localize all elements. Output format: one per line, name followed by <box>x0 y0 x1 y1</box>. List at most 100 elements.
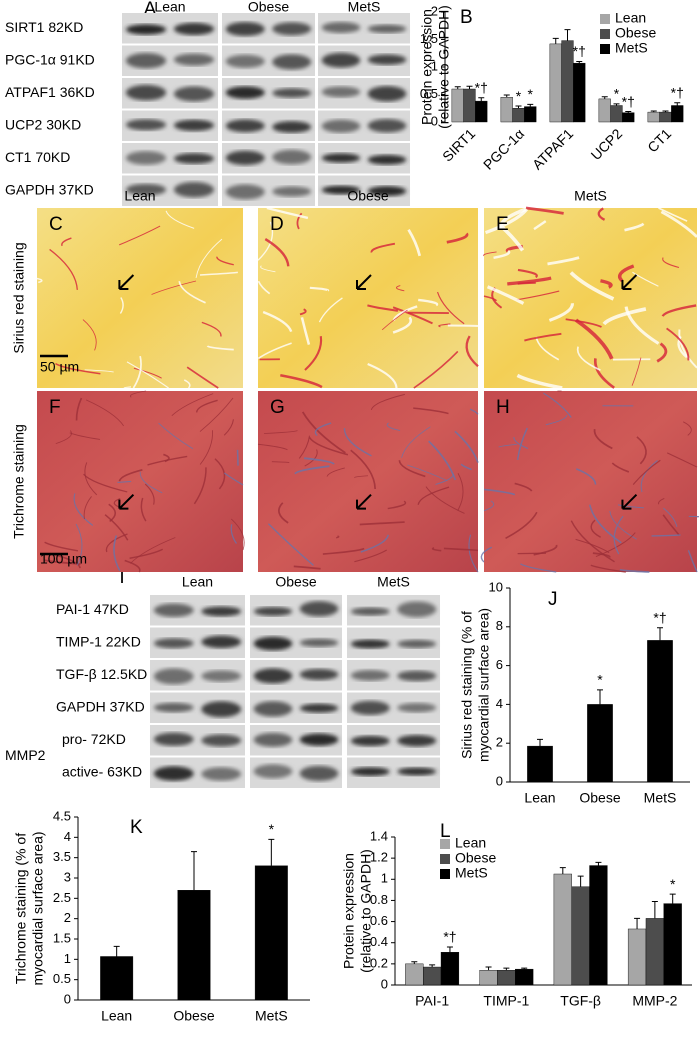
blot-row-label: CT1 70KD <box>5 149 70 165</box>
tissue-fiber <box>304 449 318 467</box>
error-bar <box>650 110 657 113</box>
tissue-fiber <box>267 523 314 566</box>
tissue-fiber <box>658 207 688 222</box>
tissue-fiber <box>299 308 307 316</box>
blot-band <box>225 150 265 166</box>
tissue-fiber <box>570 520 615 563</box>
blot-band <box>225 184 265 200</box>
blot-band <box>153 668 194 685</box>
tissue-fiber <box>278 502 289 524</box>
tissue-fiber <box>517 281 536 285</box>
blot-row-label: TGF-β 12.5KD <box>56 666 147 682</box>
tissue-fiber <box>55 430 72 445</box>
tissue-fiber <box>516 290 560 301</box>
error-bar <box>576 61 583 64</box>
bar <box>500 97 513 123</box>
blot-band <box>321 119 361 133</box>
tissue-fiber <box>260 265 276 273</box>
bar <box>553 873 572 986</box>
tissue-fiber <box>547 256 580 266</box>
blot-band <box>397 735 437 747</box>
error-bar <box>429 964 436 968</box>
tissue-fiber <box>126 361 169 389</box>
blot-band <box>201 767 242 781</box>
tissue-fiber <box>130 390 147 398</box>
tissue-fiber <box>206 345 234 351</box>
tissue-fiber <box>483 251 497 257</box>
tissue-fiber <box>602 307 647 326</box>
blot-band <box>367 119 407 133</box>
bar <box>100 956 134 1001</box>
tissue-fiber <box>484 208 529 235</box>
blot-band <box>153 766 194 781</box>
error-bar <box>577 875 584 887</box>
error-bar <box>662 110 669 113</box>
tissue-fiber <box>460 463 472 471</box>
tissue-fiber <box>565 318 602 328</box>
blot-band <box>173 53 215 66</box>
tissue-fiber <box>507 276 552 286</box>
bar <box>479 970 498 986</box>
blot-band <box>397 601 437 618</box>
tissue-fiber <box>569 271 615 301</box>
y-axis-label: Trichrome staining (% of <box>13 833 29 984</box>
tissue-fiber <box>129 548 164 559</box>
legend-label: MetS <box>455 865 488 881</box>
blot-band <box>367 186 407 197</box>
y-axis-label: myocardial surface area) <box>476 608 492 762</box>
blot-band <box>201 734 242 747</box>
group-label: Lean <box>154 0 185 15</box>
error-bar <box>503 94 510 98</box>
tissue-fiber <box>619 568 650 573</box>
tissue-fiber <box>186 366 219 389</box>
tissue-fiber <box>597 207 606 221</box>
blot-band <box>367 24 407 34</box>
tissue-fiber <box>505 511 538 539</box>
blot-row-label: ATPAF1 36KD <box>5 84 95 100</box>
x-tick-label: TGF-β <box>560 993 601 1009</box>
tissue-fiber <box>214 458 226 490</box>
bar <box>627 928 647 986</box>
tissue-fiber <box>618 264 635 283</box>
blot-band <box>201 606 242 617</box>
error-bar <box>634 917 641 929</box>
tissue-fiber <box>55 363 101 375</box>
y-tick-label: 1 <box>64 951 71 966</box>
tissue-fiber <box>436 291 465 325</box>
row-label: Trichrome staining <box>11 424 27 539</box>
tissue-fiber <box>592 552 611 558</box>
tissue-fiber <box>113 535 121 572</box>
error-bar <box>466 85 473 89</box>
panel-letter: L <box>440 821 451 842</box>
tissue-fiber <box>454 430 479 463</box>
legend-label: Lean <box>455 835 486 851</box>
tissue-fiber <box>354 475 368 479</box>
legend-swatch <box>440 854 450 864</box>
blot-band <box>125 52 167 69</box>
error-bar <box>446 946 453 953</box>
tissue-fiber <box>139 471 163 494</box>
error-bar <box>613 103 620 106</box>
blot-band <box>253 668 293 684</box>
tissue-fiber <box>425 486 465 514</box>
tissue-fiber <box>83 496 92 520</box>
arrow <box>118 493 135 510</box>
error-bar <box>674 102 681 106</box>
tissue-fiber <box>640 460 658 493</box>
scale-bar-label: 50 µm <box>40 359 79 375</box>
bar <box>405 963 424 986</box>
error-bar <box>597 689 603 705</box>
y-tick-label: 1.5 <box>420 31 438 46</box>
y-tick-label: 1.4 <box>370 828 388 843</box>
tissue-fiber <box>398 460 426 478</box>
y-tick-label: 0.5 <box>420 86 438 101</box>
tissue-fiber <box>343 428 372 457</box>
blot-band <box>253 701 293 717</box>
bar <box>571 886 590 986</box>
tissue-fiber <box>230 518 245 551</box>
blot-band <box>125 183 167 196</box>
tissue-fiber <box>354 549 387 563</box>
tissue-fiber <box>322 547 365 555</box>
tissue-fiber <box>216 256 234 266</box>
